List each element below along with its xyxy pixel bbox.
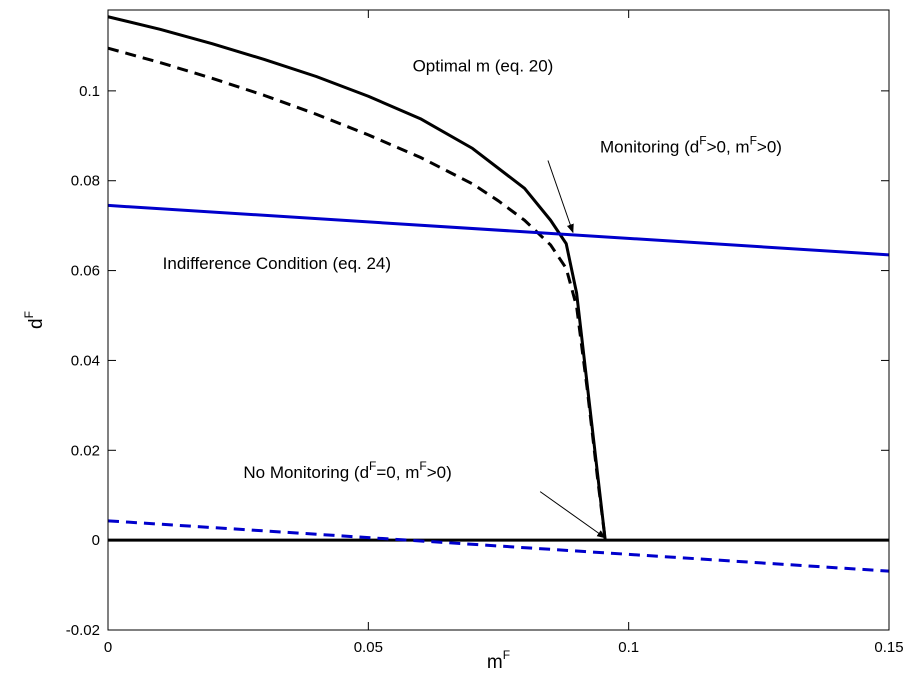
annotation-text: >0) <box>427 463 452 482</box>
y-tick-label: 0.04 <box>71 352 100 369</box>
x-tick-label: 0 <box>104 639 112 656</box>
y-tick-label: -0.02 <box>66 622 100 639</box>
annotation-arrow <box>539 491 606 539</box>
annotation-label: No Monitoring (dF=0, mF>0) <box>243 459 451 482</box>
y-tick-label: 0.02 <box>71 442 100 459</box>
annotation-superscript: F <box>369 459 376 473</box>
annotation-arrow <box>547 160 574 234</box>
annotation-text: >0, m <box>707 137 750 156</box>
annotation-text: No Monitoring (d <box>243 463 369 482</box>
y-axis-label-base: d <box>26 318 47 329</box>
x-tick-label: 0.15 <box>874 639 903 656</box>
y-tick-label: 0.06 <box>71 263 100 280</box>
annotation-text: =0, m <box>376 463 419 482</box>
annotation-superscript: F <box>699 133 706 147</box>
axes-frame <box>107 9 890 631</box>
x-tick-label: 0.05 <box>354 639 383 656</box>
series-line-2 <box>107 46 607 541</box>
annotation-label: Monitoring (dF>0, mF>0) <box>600 133 782 156</box>
x-axis-label: mF <box>487 648 510 673</box>
annotation-superscript: F <box>419 459 426 473</box>
x-tick-label: 0.1 <box>618 639 639 656</box>
annotation-label: Optimal m (eq. 20) <box>413 57 554 76</box>
x-axis-label-superscript: F <box>503 648 510 662</box>
y-axis-label: dF <box>22 311 47 329</box>
annotations: Optimal m (eq. 20) Indifference Condition… <box>163 57 782 539</box>
x-axis-label-base: m <box>487 652 503 673</box>
annotation-superscript: F <box>750 133 757 147</box>
series-line-4 <box>107 203 890 257</box>
y-tick-label: 0 <box>92 532 100 549</box>
annotation-text: >0) <box>757 137 782 156</box>
series-line-5 <box>107 519 890 573</box>
y-axis-label-superscript: F <box>22 311 36 318</box>
annotation-text: Monitoring (d <box>600 137 699 156</box>
y-tick-label: 0.08 <box>71 173 100 190</box>
annotation-label: Indifference Condition (eq. 24) <box>163 254 391 273</box>
y-tick-label: 0.1 <box>79 83 100 100</box>
plot-area <box>107 15 890 573</box>
